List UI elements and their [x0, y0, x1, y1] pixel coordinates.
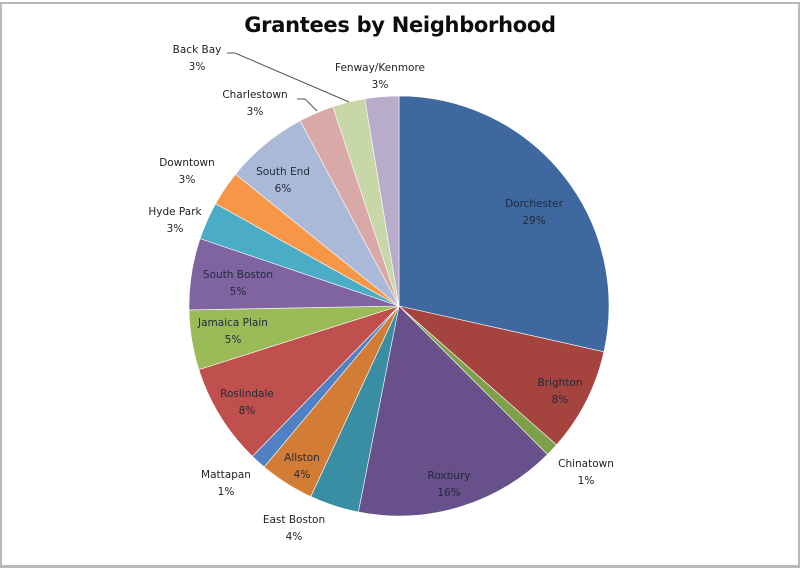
label-chinatown-name: Chinatown [558, 458, 614, 470]
pie-slice-brighton [398, 305, 605, 446]
chart-title: Grantees by Neighborhood [244, 13, 556, 37]
pie-slice-fenway-kenmore [364, 95, 400, 307]
label-downtown-name: Downtown [159, 157, 215, 169]
label-jamaica-plain-name: Jamaica Plain [197, 317, 268, 329]
label-roslindale-pct: 8% [239, 405, 256, 417]
pie-slice-roslindale [198, 305, 400, 457]
label-fenway-kenmore-pct: 3% [372, 79, 389, 91]
label-jamaica-plain-pct: 5% [225, 334, 242, 346]
label-brighton-name: Brighton [538, 377, 583, 389]
label-mattapan-pct: 1% [218, 486, 235, 498]
label-back-bay-name: Back Bay [173, 44, 222, 56]
label-roxbury-pct: 16% [437, 487, 460, 499]
label-allston-name: Allston [284, 452, 320, 464]
label-chinatown-pct: 1% [578, 475, 595, 487]
label-east-boston-pct: 4% [286, 531, 303, 543]
label-roxbury-name: Roxbury [428, 470, 471, 482]
pie-slice-dorchester [398, 95, 610, 353]
label-east-boston-name: East Boston [263, 514, 325, 526]
label-south-end-name: South End [256, 166, 310, 178]
label-dorchester-pct: 29% [522, 215, 545, 227]
pie-slices [188, 95, 610, 517]
label-hyde-park-name: Hyde Park [148, 206, 202, 218]
label-south-boston-pct: 5% [230, 286, 247, 298]
label-dorchester-name: Dorchester [505, 198, 564, 210]
label-charlestown-pct: 3% [247, 106, 264, 118]
label-south-end-pct: 6% [275, 183, 292, 195]
label-charlestown-name: Charlestown [222, 89, 287, 101]
label-south-boston-name: South Boston [203, 269, 273, 281]
leader-line-charlestown [297, 98, 318, 112]
label-fenway-kenmore-name: Fenway/Kenmore [335, 62, 425, 74]
pie-slice-roxbury [357, 305, 548, 517]
label-mattapan-name: Mattapan [201, 469, 251, 481]
label-back-bay-pct: 3% [189, 61, 206, 73]
label-brighton-pct: 8% [552, 394, 569, 406]
label-hyde-park-pct: 3% [167, 223, 184, 235]
label-allston-pct: 4% [294, 469, 311, 481]
label-roslindale-name: Roslindale [220, 388, 274, 400]
leader-line-back-bay [227, 52, 350, 103]
label-downtown-pct: 3% [179, 174, 196, 186]
